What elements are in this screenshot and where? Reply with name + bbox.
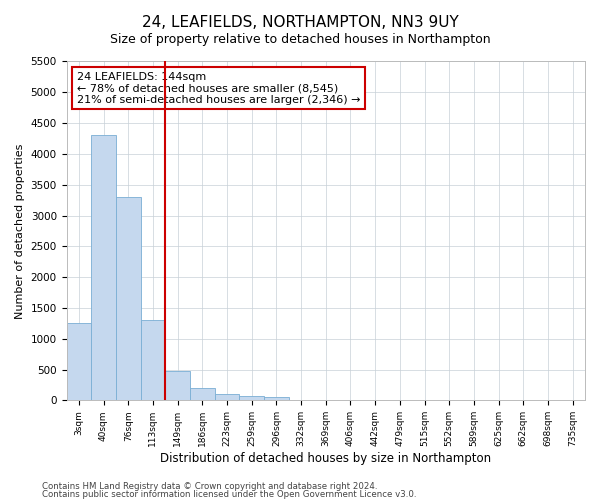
Bar	[116, 197, 140, 400]
Bar	[165, 371, 190, 400]
Bar	[140, 320, 165, 400]
Bar	[215, 394, 239, 400]
Bar	[190, 388, 215, 400]
Bar	[91, 136, 116, 400]
Bar	[239, 396, 264, 400]
Y-axis label: Number of detached properties: Number of detached properties	[15, 143, 25, 318]
X-axis label: Distribution of detached houses by size in Northampton: Distribution of detached houses by size …	[160, 452, 491, 465]
Text: 24, LEAFIELDS, NORTHAMPTON, NN3 9UY: 24, LEAFIELDS, NORTHAMPTON, NN3 9UY	[142, 15, 458, 30]
Text: Contains public sector information licensed under the Open Government Licence v3: Contains public sector information licen…	[42, 490, 416, 499]
Bar	[264, 398, 289, 400]
Text: Size of property relative to detached houses in Northampton: Size of property relative to detached ho…	[110, 32, 490, 46]
Bar	[67, 324, 91, 400]
Text: Contains HM Land Registry data © Crown copyright and database right 2024.: Contains HM Land Registry data © Crown c…	[42, 482, 377, 491]
Text: 24 LEAFIELDS: 144sqm
← 78% of detached houses are smaller (8,545)
21% of semi-de: 24 LEAFIELDS: 144sqm ← 78% of detached h…	[77, 72, 361, 105]
